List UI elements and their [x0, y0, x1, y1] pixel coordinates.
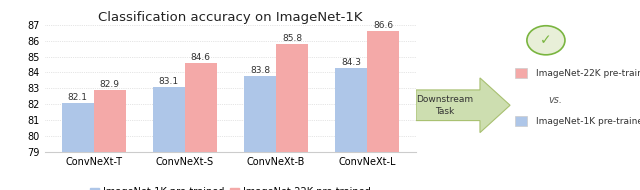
- Circle shape: [527, 26, 565, 55]
- Text: 84.3: 84.3: [341, 58, 361, 67]
- Bar: [367, 31, 399, 190]
- Bar: [185, 63, 217, 190]
- Text: 82.9: 82.9: [100, 80, 120, 89]
- Bar: [515, 116, 527, 126]
- Polygon shape: [416, 78, 510, 133]
- Bar: [153, 87, 185, 190]
- Bar: [93, 90, 125, 190]
- Text: 82.1: 82.1: [68, 93, 88, 102]
- Title: Classification accuracy on ImageNet-1K: Classification accuracy on ImageNet-1K: [98, 10, 363, 24]
- Text: 84.6: 84.6: [191, 53, 211, 62]
- Text: ImageNet-22K pre-trained: ImageNet-22K pre-trained: [536, 69, 640, 78]
- Text: vs.: vs.: [548, 95, 562, 105]
- Bar: [61, 103, 93, 190]
- Text: ImageNet-1K pre-trained: ImageNet-1K pre-trained: [536, 117, 640, 126]
- Text: 83.1: 83.1: [159, 77, 179, 86]
- Bar: [276, 44, 308, 190]
- Text: 86.6: 86.6: [373, 21, 393, 30]
- Text: ✓: ✓: [540, 33, 552, 47]
- Bar: [335, 68, 367, 190]
- Text: 83.8: 83.8: [250, 66, 270, 75]
- Bar: [515, 69, 527, 78]
- Legend: ImageNet-1K pre-trained, ImageNet-22K pre-trained: ImageNet-1K pre-trained, ImageNet-22K pr…: [86, 183, 374, 190]
- Bar: [244, 76, 276, 190]
- Text: Downstream
Task: Downstream Task: [416, 95, 474, 116]
- Text: 85.8: 85.8: [282, 34, 302, 43]
